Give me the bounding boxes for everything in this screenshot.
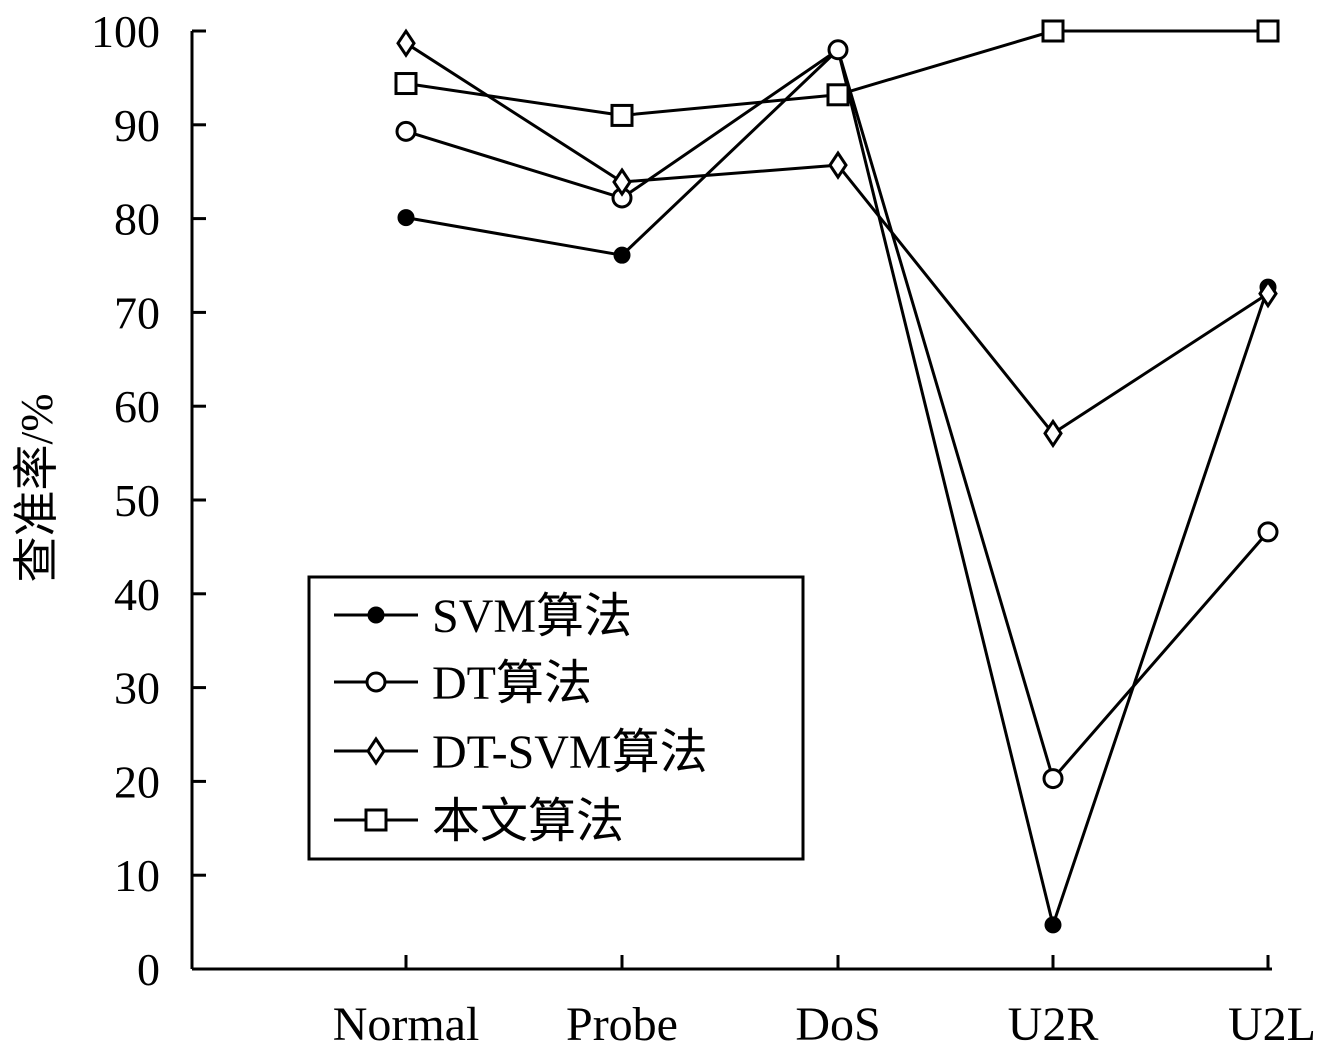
legend-label: 本文算法: [432, 795, 624, 848]
data-point: [1041, 19, 1065, 43]
y-tick-label: 100: [91, 6, 160, 57]
data-point: [827, 39, 849, 61]
y-tick-label: 40: [114, 569, 160, 620]
y-tick-label: 60: [114, 381, 160, 432]
y-tick-label: 20: [114, 756, 160, 807]
data-point: [367, 606, 385, 624]
y-tick-label: 50: [114, 475, 160, 526]
series-3: [396, 28, 1278, 449]
data-point: [366, 736, 386, 766]
data-point: [1044, 916, 1062, 934]
data-point: [826, 83, 850, 107]
data-point: [1042, 768, 1064, 790]
legend-label: DT算法: [432, 657, 592, 710]
y-tick-label: 80: [114, 194, 160, 245]
series-group: [394, 19, 1280, 934]
y-tick-label: 0: [137, 944, 160, 995]
data-point: [397, 209, 415, 227]
data-point: [613, 246, 631, 264]
series-2: [395, 39, 1279, 790]
legend-item: DT算法: [334, 657, 592, 710]
data-point: [610, 103, 634, 127]
data-point: [395, 120, 417, 142]
data-point: [394, 72, 418, 96]
data-point: [612, 167, 632, 197]
y-tick-label: 30: [114, 663, 160, 714]
x-tick-label: U2R: [1008, 998, 1099, 1051]
x-ticks: Normal Probe DoS U2R U2L: [333, 955, 1316, 1051]
x-tick-label: U2L: [1228, 998, 1316, 1051]
x-tick-label: Normal: [333, 998, 480, 1051]
data-point: [1257, 521, 1279, 543]
x-tick-label: Probe: [566, 998, 678, 1051]
x-tick-label: DoS: [795, 998, 880, 1051]
data-point: [1258, 278, 1278, 309]
data-point: [828, 150, 848, 180]
legend-box: [307, 575, 805, 861]
y-tick-label: 10: [114, 850, 160, 901]
legend-item: DT-SVM算法: [334, 726, 708, 779]
data-point: [396, 28, 416, 58]
y-tick-label: 70: [114, 287, 160, 338]
y-ticks: 0 10 20 30 40 50 60 70 80 90 100: [91, 6, 206, 995]
legend-item: 本文算法: [334, 795, 624, 848]
data-point: [1043, 418, 1063, 449]
legend-label: SVM算法: [432, 590, 632, 643]
legend-label: DT-SVM算法: [432, 726, 708, 779]
legend-item: SVM算法: [334, 590, 632, 643]
data-point: [365, 671, 387, 693]
y-tick-label: 90: [114, 100, 160, 151]
data-point: [364, 808, 388, 832]
y-axis-label: 查准率/%: [11, 393, 62, 582]
series-4: [394, 19, 1280, 127]
data-point: [1256, 19, 1280, 43]
